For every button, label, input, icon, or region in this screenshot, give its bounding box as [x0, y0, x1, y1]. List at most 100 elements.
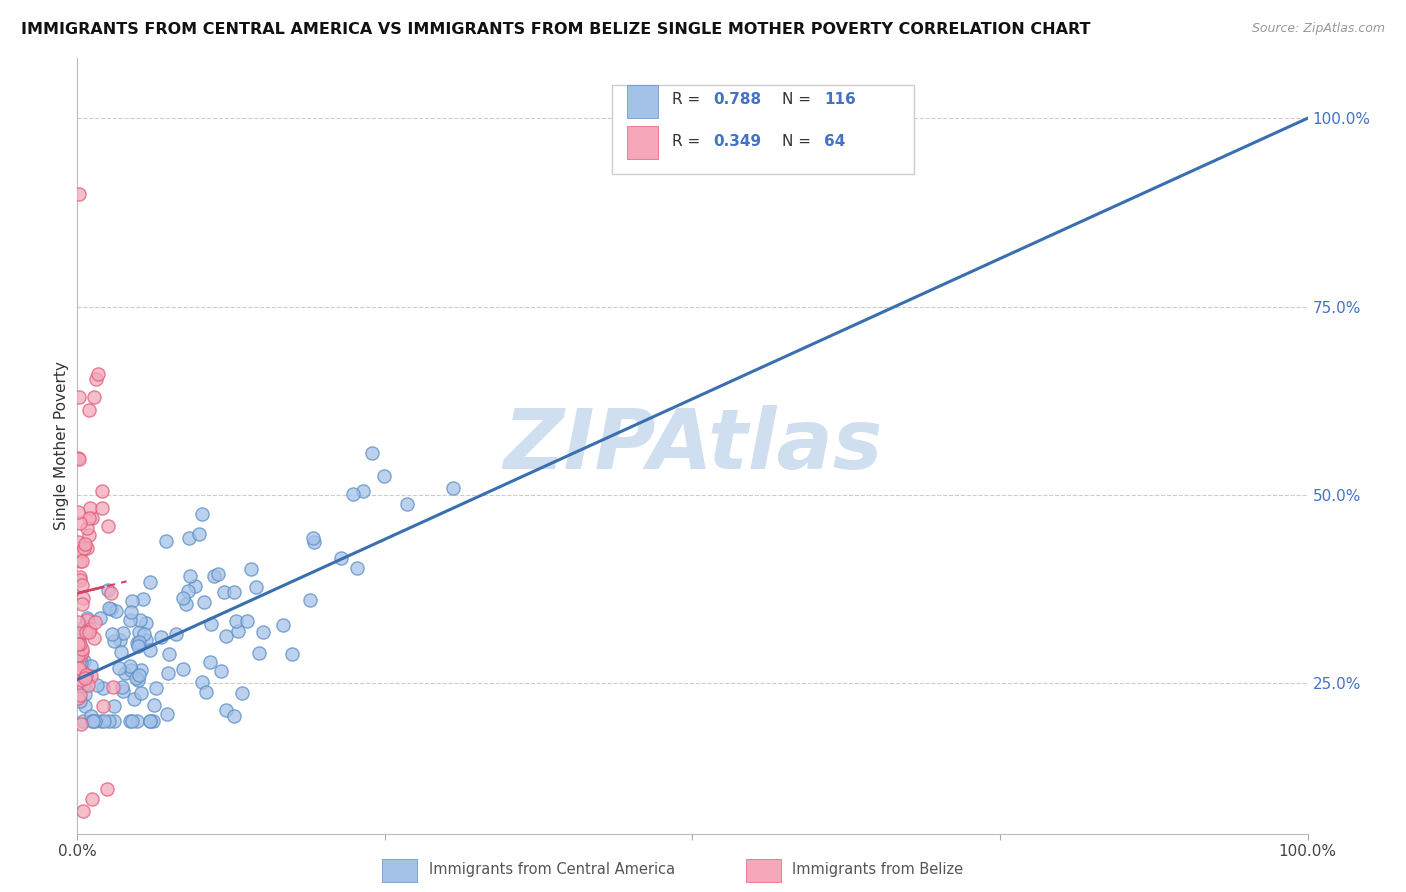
Point	[139, 643, 162, 657]
Text: 0.349: 0.349	[713, 134, 762, 148]
Point	[107, 660, 129, 674]
Point	[207, 566, 229, 581]
Point	[361, 446, 384, 460]
Point	[302, 531, 325, 545]
Point	[103, 634, 125, 648]
Point	[72, 577, 94, 591]
Point	[128, 634, 150, 648]
Point	[69, 688, 91, 702]
Point	[91, 681, 114, 696]
Text: 116: 116	[824, 92, 856, 107]
Point	[93, 714, 115, 728]
Point	[70, 645, 93, 659]
Point	[90, 484, 112, 499]
Point	[91, 699, 114, 714]
Point	[200, 656, 222, 670]
Point	[70, 597, 93, 611]
Point	[84, 615, 107, 630]
Point	[396, 497, 419, 511]
Point	[86, 371, 108, 385]
Point	[77, 511, 100, 525]
Point	[125, 714, 148, 728]
Point	[188, 526, 211, 541]
Point	[215, 630, 238, 644]
Point	[174, 597, 197, 611]
Point	[66, 632, 89, 647]
Point	[352, 483, 374, 498]
Point	[132, 627, 155, 641]
Point	[67, 637, 90, 651]
Point	[66, 691, 89, 706]
Point	[212, 585, 235, 599]
Point	[281, 647, 304, 661]
Point	[271, 618, 294, 632]
Point	[128, 668, 150, 682]
Point	[98, 714, 121, 728]
Point	[72, 591, 94, 605]
Text: ZIPAtlas: ZIPAtlas	[503, 406, 882, 486]
Point	[239, 562, 262, 576]
Point	[108, 633, 131, 648]
Point	[83, 390, 105, 404]
Point	[82, 714, 104, 728]
Point	[70, 716, 93, 731]
Point	[150, 630, 173, 644]
Point	[76, 614, 98, 628]
Point	[72, 805, 94, 819]
Point	[66, 626, 89, 640]
Point	[373, 469, 395, 483]
Point	[70, 642, 93, 657]
Point	[75, 624, 97, 639]
Point	[183, 579, 205, 593]
Text: N =: N =	[782, 92, 815, 107]
Point	[129, 613, 152, 627]
Point	[67, 656, 90, 670]
Text: 0.788: 0.788	[713, 92, 762, 107]
Point	[245, 580, 267, 594]
Point	[226, 624, 249, 638]
Point	[159, 647, 181, 661]
Point	[132, 592, 155, 607]
Point	[69, 648, 91, 662]
Point	[75, 687, 97, 701]
Point	[172, 591, 194, 605]
Point	[111, 680, 134, 694]
Text: R =: R =	[672, 92, 704, 107]
Point	[112, 684, 135, 698]
Point	[86, 367, 108, 381]
Point	[118, 714, 141, 728]
Point	[179, 531, 201, 545]
Point	[441, 481, 464, 495]
Point	[177, 583, 200, 598]
Point	[84, 714, 107, 728]
Point	[224, 709, 246, 723]
Text: IMMIGRANTS FROM CENTRAL AMERICA VS IMMIGRANTS FROM BELIZE SINGLE MOTHER POVERTY : IMMIGRANTS FROM CENTRAL AMERICA VS IMMIG…	[21, 22, 1091, 37]
Point	[73, 620, 96, 634]
Point	[125, 671, 148, 685]
Point	[77, 403, 100, 417]
Point	[79, 501, 101, 516]
Point	[73, 654, 96, 668]
Point	[67, 186, 90, 201]
Point	[100, 586, 122, 600]
Point	[236, 615, 259, 629]
Point	[69, 672, 91, 686]
Text: R =: R =	[672, 134, 704, 148]
Point	[225, 614, 247, 628]
Point	[252, 624, 274, 639]
Point	[69, 673, 91, 687]
Point	[67, 390, 90, 404]
Point	[67, 661, 90, 675]
Text: N =: N =	[782, 134, 815, 148]
Point	[89, 611, 111, 625]
Point	[156, 665, 179, 680]
Point	[194, 685, 217, 699]
Point	[122, 692, 145, 706]
Point	[145, 681, 167, 696]
Point	[120, 663, 142, 677]
Point	[104, 604, 127, 618]
Point	[128, 625, 150, 640]
Point	[73, 699, 96, 714]
Point	[155, 534, 177, 549]
Point	[346, 560, 368, 574]
